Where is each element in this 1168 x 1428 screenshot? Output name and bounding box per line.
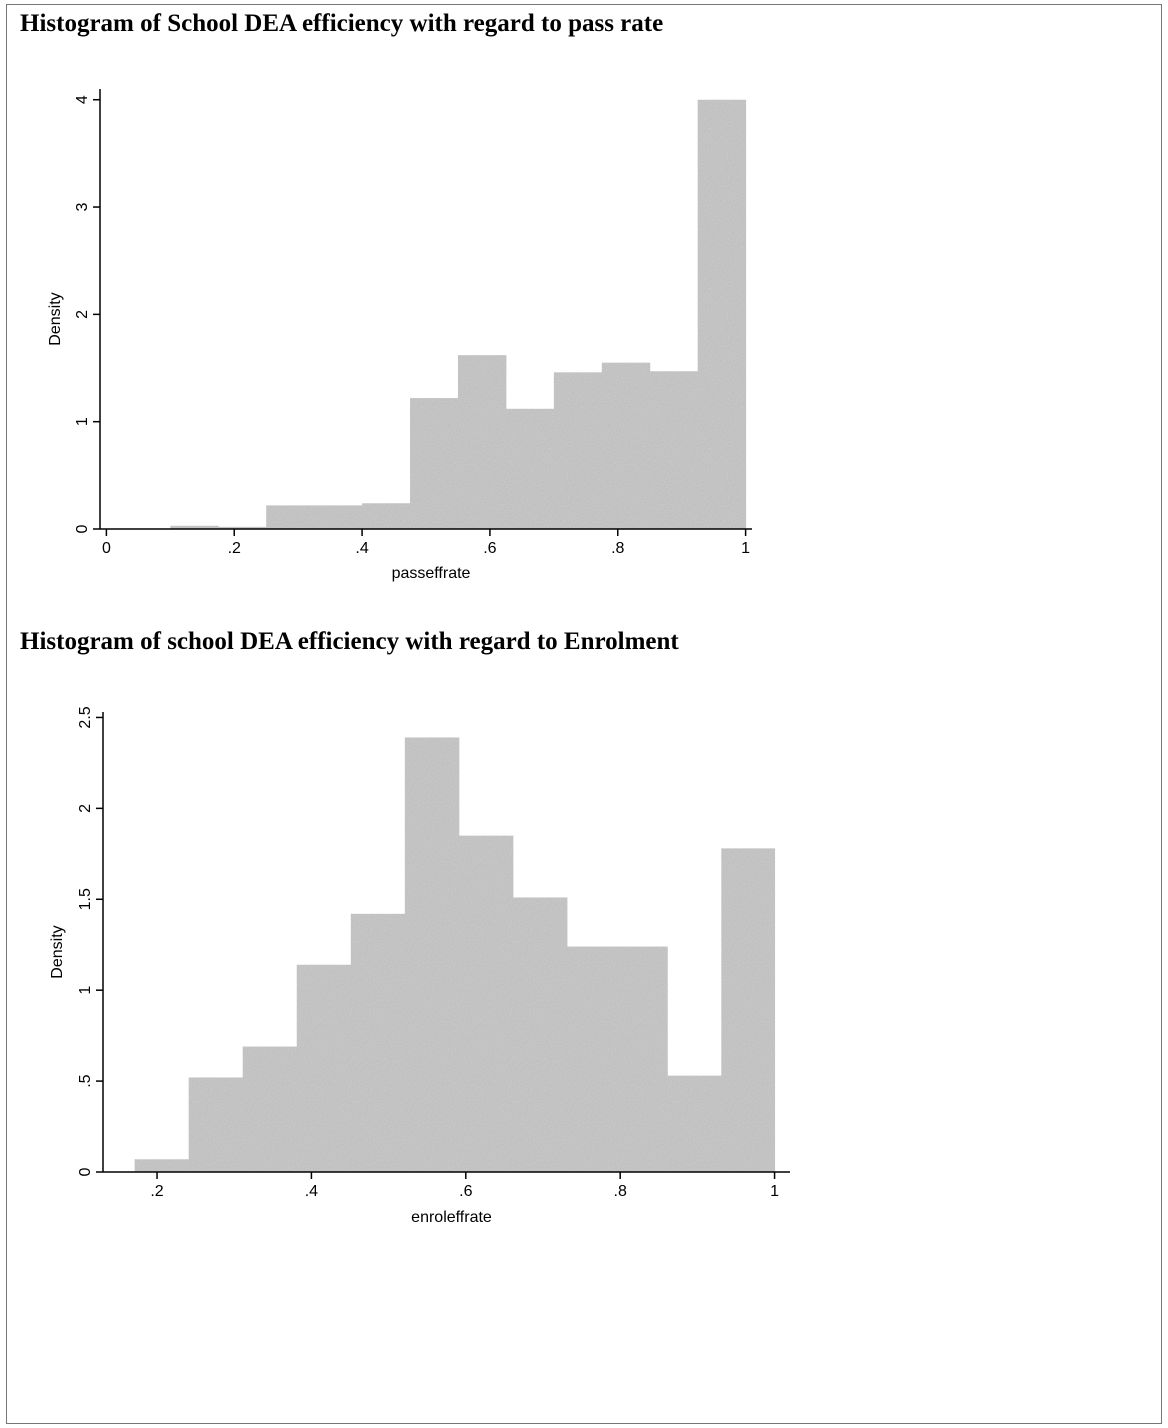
x-tick-label: .4 [305, 1183, 318, 1200]
histogram-bar [188, 1077, 244, 1172]
y-tick-label: 1.5 [77, 888, 94, 910]
histogram-bar [404, 737, 460, 1172]
histogram-bar [458, 835, 514, 1172]
histogram-bar [512, 897, 568, 1172]
histogram-bar [566, 946, 622, 1172]
histogram-bar [457, 355, 507, 529]
y-axis-label: Density [47, 292, 64, 345]
y-tick-label: 1 [74, 417, 91, 426]
histogram-bar [553, 372, 603, 529]
histogram-bar [170, 525, 219, 529]
histogram-bar [134, 1159, 190, 1172]
x-axis-label: enroleffrate [411, 1209, 492, 1226]
histogram-bar [410, 398, 459, 529]
y-tick-label: 1 [77, 986, 94, 995]
histogram-bar [218, 526, 267, 529]
histogram-bar [350, 913, 406, 1172]
histogram-bar [296, 964, 352, 1172]
y-axis-label: Density [49, 925, 66, 978]
y-tick-label: .5 [77, 1074, 94, 1087]
histogram-bar [620, 946, 668, 1172]
x-tick-label: .2 [150, 1183, 163, 1200]
histogram-bar [721, 848, 776, 1172]
y-tick-label: 2 [74, 310, 91, 319]
histogram-bar [697, 99, 747, 530]
x-tick-label: .6 [459, 1183, 472, 1200]
histogram-bar [505, 408, 555, 529]
y-tick-label: 0 [74, 524, 91, 533]
histogram-bar [362, 503, 411, 529]
x-tick-label: 0 [102, 540, 111, 557]
x-tick-label: .8 [611, 540, 624, 557]
histogram-bar [266, 505, 315, 529]
x-tick-label: .6 [483, 540, 496, 557]
histogram-bar [314, 505, 363, 529]
y-tick-label: 3 [74, 203, 91, 212]
x-tick-label: .8 [614, 1183, 627, 1200]
y-tick-label: 2 [77, 804, 94, 813]
y-tick-label: 0 [77, 1167, 94, 1176]
histogram-bar [649, 371, 699, 529]
chart-title-enrolment: Histogram of school DEA efficiency with … [20, 628, 679, 655]
histogram-bar [667, 1075, 722, 1172]
y-tick-label: 2.5 [77, 706, 94, 728]
x-tick-label: 1 [770, 1183, 779, 1200]
x-tick-label: 1 [741, 540, 750, 557]
histogram-bar [601, 362, 651, 529]
x-tick-label: .4 [355, 540, 368, 557]
histogram-bar [242, 1046, 298, 1172]
page-frame [6, 4, 1162, 1424]
histogram-enrolment: .2 .4 .6 .8 1 0 .5 1 1.5 2 2.5 Density enroleffrat… [49, 706, 790, 1226]
x-axis-label: passeffrate [392, 565, 471, 582]
y-tick-label: 4 [74, 95, 91, 104]
chart-title-pass-rate: Histogram of School DEA efficiency with … [20, 10, 664, 37]
histogram-pass-rate: 0 .2 .4 .6 .8 1 0 1 2 3 4 Density passeffrate [47, 89, 752, 582]
x-tick-label: .2 [228, 540, 241, 557]
